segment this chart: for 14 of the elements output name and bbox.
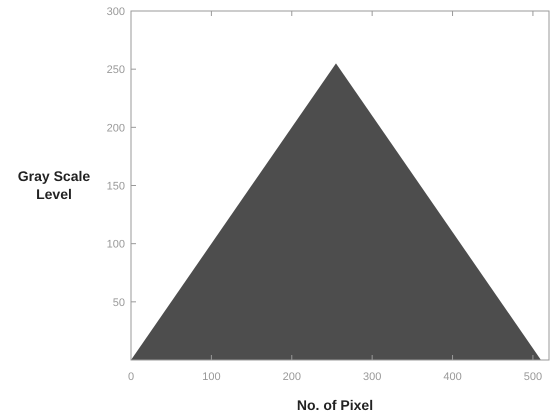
y-tick-label: 200 (106, 122, 125, 134)
y-tick-label: 300 (106, 6, 125, 18)
y-tick-label: 50 (112, 296, 125, 309)
x-tick-label: 300 (362, 371, 382, 383)
y-tick-label: 100 (106, 238, 125, 251)
x-tick-label: 500 (524, 371, 542, 383)
x-axis-title: No. of Pixel (296, 397, 374, 413)
x-tick-label: 0 (128, 371, 134, 383)
x-tick-label: 100 (202, 371, 221, 383)
x-tick-label: 200 (282, 371, 301, 383)
y-tick-label: 150 (106, 180, 125, 192)
y-axis-title: Gray Scale Level (18, 168, 90, 202)
y-tick-label: 250 (106, 64, 125, 76)
x-tick-label: 400 (443, 371, 462, 383)
